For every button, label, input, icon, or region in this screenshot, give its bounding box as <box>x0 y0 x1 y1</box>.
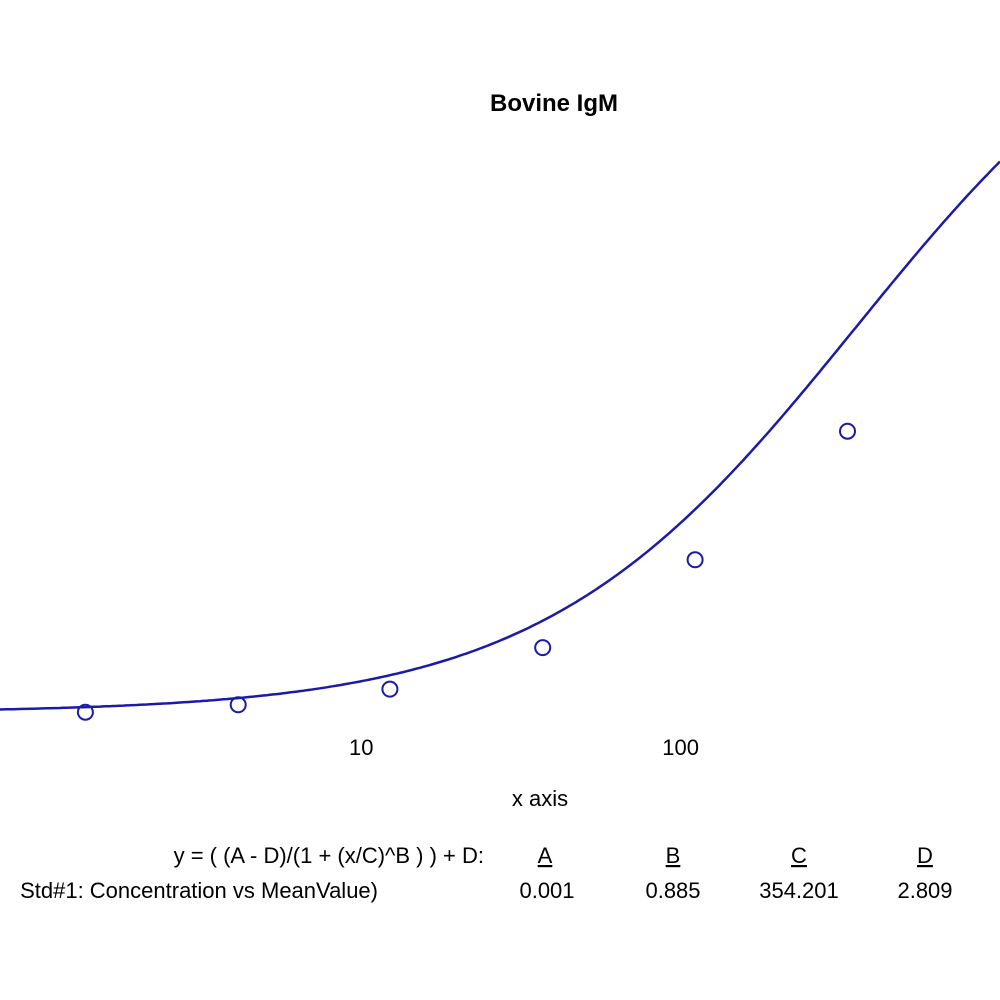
param-value-a: 0.001 <box>519 878 574 903</box>
param-header-b: B <box>666 843 681 868</box>
x-tick-label-2: 100 <box>662 735 699 760</box>
param-value-b: 0.885 <box>645 878 700 903</box>
data-point-3 <box>381 680 399 698</box>
fit-equation: y = ( (A - D)/(1 + (x/C)^B ) ) + D: <box>174 843 484 868</box>
data-point-4 <box>534 639 552 657</box>
x-axis-label: x axis <box>512 786 568 811</box>
series-label: Std#1: Concentration vs MeanValue) <box>20 878 378 903</box>
data-point-1 <box>76 703 94 721</box>
param-header-a: A <box>538 843 553 868</box>
param-value-c: 354.201 <box>759 878 839 903</box>
data-points <box>76 422 856 721</box>
x-tick-label-1: 10 <box>349 735 373 760</box>
fit-curve <box>0 160 1000 711</box>
param-header-d: D <box>917 843 933 868</box>
param-header-c: C <box>791 843 807 868</box>
chart-title: Bovine IgM <box>490 90 618 117</box>
data-point-2 <box>229 696 247 714</box>
plot-area <box>0 160 1000 721</box>
data-point-5 <box>686 551 704 569</box>
param-value-d: 2.809 <box>897 878 952 903</box>
legend: y = ( (A - D)/(1 + (x/C)^B ) ) + D: A B … <box>20 843 952 903</box>
x-tick-labels: 10 100 <box>349 735 699 760</box>
data-point-6 <box>839 422 856 440</box>
